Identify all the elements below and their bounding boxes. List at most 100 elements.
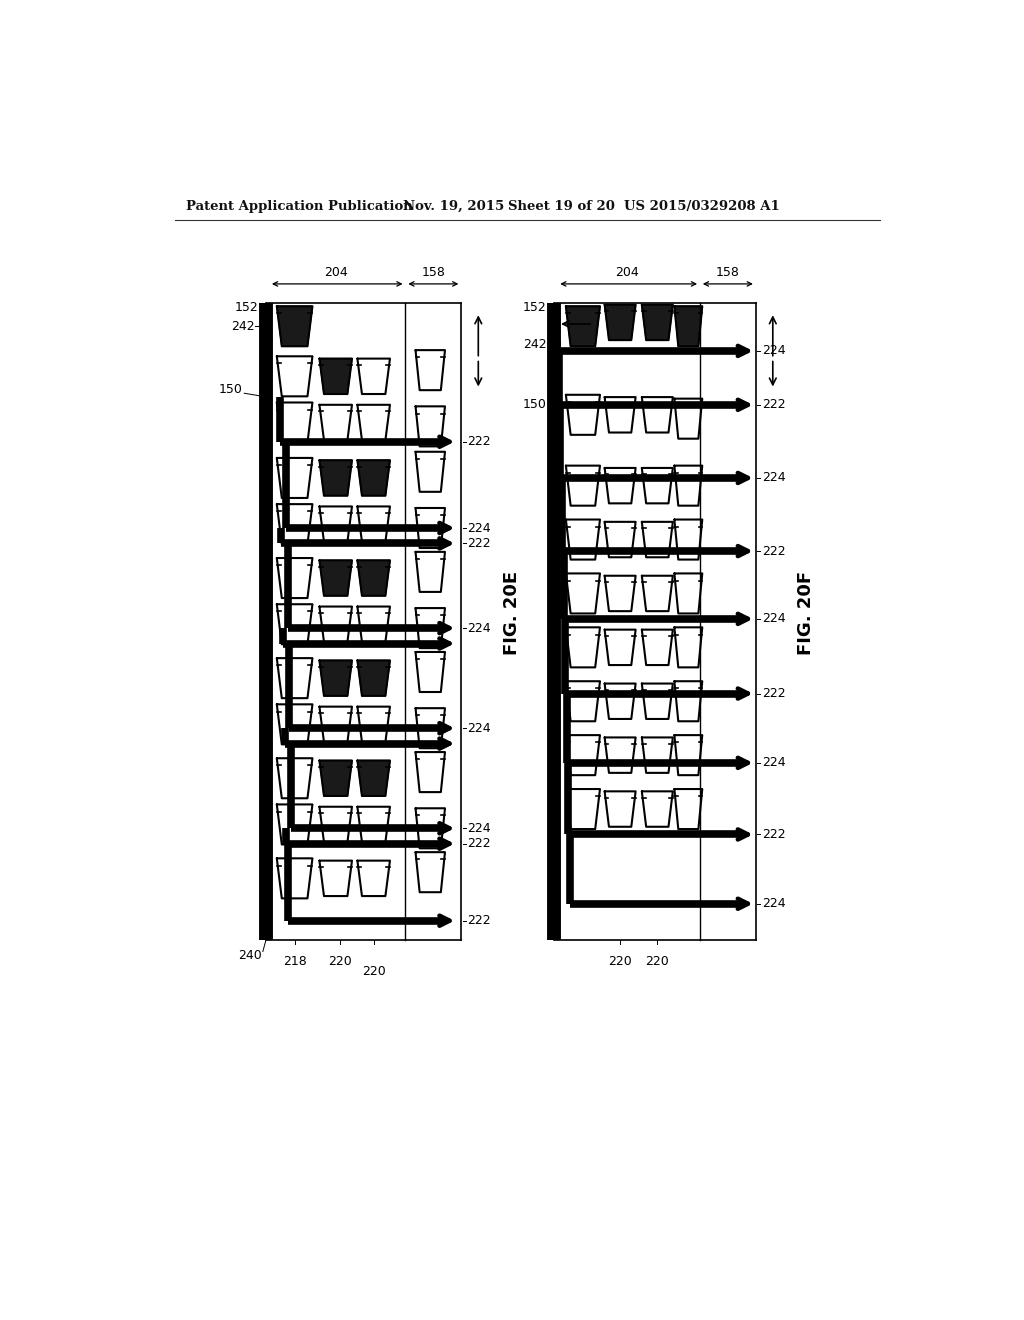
Text: 220: 220 bbox=[328, 956, 351, 969]
Polygon shape bbox=[357, 861, 390, 896]
Text: 152: 152 bbox=[234, 301, 258, 314]
Polygon shape bbox=[604, 305, 636, 341]
Text: 158: 158 bbox=[422, 265, 445, 279]
Polygon shape bbox=[642, 397, 673, 433]
Polygon shape bbox=[642, 521, 673, 557]
Polygon shape bbox=[642, 684, 673, 719]
Text: 240: 240 bbox=[239, 949, 262, 962]
Polygon shape bbox=[416, 407, 445, 446]
Polygon shape bbox=[357, 405, 390, 441]
Polygon shape bbox=[604, 576, 636, 611]
Text: 224: 224 bbox=[467, 822, 492, 834]
Polygon shape bbox=[416, 853, 445, 892]
Polygon shape bbox=[604, 684, 636, 719]
Text: 220: 220 bbox=[608, 956, 632, 969]
Polygon shape bbox=[642, 576, 673, 611]
Polygon shape bbox=[566, 520, 600, 560]
Text: 158: 158 bbox=[716, 265, 739, 279]
Polygon shape bbox=[319, 660, 352, 696]
Polygon shape bbox=[604, 792, 636, 826]
Text: 224: 224 bbox=[762, 345, 785, 358]
Polygon shape bbox=[319, 359, 352, 395]
Polygon shape bbox=[357, 561, 390, 595]
Polygon shape bbox=[675, 789, 702, 829]
Polygon shape bbox=[675, 306, 702, 346]
Polygon shape bbox=[675, 399, 702, 438]
Text: 222: 222 bbox=[467, 837, 492, 850]
Text: 220: 220 bbox=[361, 965, 386, 978]
Text: FIG. 20E: FIG. 20E bbox=[503, 570, 520, 655]
Polygon shape bbox=[675, 627, 702, 668]
Polygon shape bbox=[642, 738, 673, 774]
Text: 222: 222 bbox=[762, 686, 785, 700]
Polygon shape bbox=[675, 573, 702, 614]
Polygon shape bbox=[319, 405, 352, 441]
Polygon shape bbox=[566, 573, 600, 614]
Polygon shape bbox=[276, 804, 312, 845]
Polygon shape bbox=[604, 397, 636, 433]
Polygon shape bbox=[357, 461, 390, 496]
Polygon shape bbox=[566, 789, 600, 829]
Polygon shape bbox=[276, 758, 312, 799]
Polygon shape bbox=[319, 861, 352, 896]
Text: 224: 224 bbox=[762, 471, 785, 484]
Polygon shape bbox=[276, 659, 312, 698]
Polygon shape bbox=[276, 858, 312, 899]
Text: 222: 222 bbox=[762, 545, 785, 557]
Text: 224: 224 bbox=[467, 622, 492, 635]
Polygon shape bbox=[357, 760, 390, 796]
Text: 222: 222 bbox=[762, 828, 785, 841]
Polygon shape bbox=[566, 306, 600, 346]
Polygon shape bbox=[416, 552, 445, 591]
Polygon shape bbox=[566, 735, 600, 775]
Text: FIG. 20F: FIG. 20F bbox=[797, 570, 815, 655]
Polygon shape bbox=[642, 469, 673, 503]
Polygon shape bbox=[357, 807, 390, 842]
Polygon shape bbox=[416, 708, 445, 748]
Polygon shape bbox=[675, 735, 702, 775]
Polygon shape bbox=[319, 706, 352, 742]
Polygon shape bbox=[276, 504, 312, 544]
Text: 220: 220 bbox=[645, 956, 670, 969]
Polygon shape bbox=[357, 507, 390, 543]
Polygon shape bbox=[276, 458, 312, 498]
Text: US 2015/0329208 A1: US 2015/0329208 A1 bbox=[624, 199, 779, 213]
Polygon shape bbox=[566, 627, 600, 668]
Polygon shape bbox=[357, 359, 390, 395]
Polygon shape bbox=[566, 681, 600, 721]
Polygon shape bbox=[566, 395, 600, 434]
Polygon shape bbox=[319, 760, 352, 796]
Text: Patent Application Publication: Patent Application Publication bbox=[186, 199, 413, 213]
Polygon shape bbox=[675, 520, 702, 560]
Polygon shape bbox=[416, 752, 445, 792]
Text: 222: 222 bbox=[467, 915, 492, 927]
Polygon shape bbox=[319, 807, 352, 842]
Polygon shape bbox=[276, 605, 312, 644]
Text: 224: 224 bbox=[762, 756, 785, 770]
Polygon shape bbox=[566, 466, 600, 506]
Text: 150: 150 bbox=[522, 399, 547, 412]
Polygon shape bbox=[675, 681, 702, 721]
Text: 242: 242 bbox=[523, 338, 547, 351]
Text: 150: 150 bbox=[219, 383, 243, 396]
Text: 222: 222 bbox=[762, 399, 785, 412]
Polygon shape bbox=[416, 350, 445, 391]
Polygon shape bbox=[642, 630, 673, 665]
Polygon shape bbox=[416, 808, 445, 849]
Polygon shape bbox=[604, 521, 636, 557]
Polygon shape bbox=[604, 630, 636, 665]
Polygon shape bbox=[319, 607, 352, 642]
Text: 218: 218 bbox=[283, 956, 306, 969]
Text: 152: 152 bbox=[522, 301, 547, 314]
Polygon shape bbox=[416, 508, 445, 548]
Polygon shape bbox=[675, 466, 702, 506]
Polygon shape bbox=[319, 461, 352, 496]
Text: 224: 224 bbox=[467, 722, 492, 735]
Text: 222: 222 bbox=[467, 436, 492, 449]
Polygon shape bbox=[276, 356, 312, 396]
Polygon shape bbox=[642, 792, 673, 826]
Text: 204: 204 bbox=[324, 265, 347, 279]
Polygon shape bbox=[276, 558, 312, 598]
Text: Sheet 19 of 20: Sheet 19 of 20 bbox=[508, 199, 614, 213]
Polygon shape bbox=[319, 561, 352, 595]
